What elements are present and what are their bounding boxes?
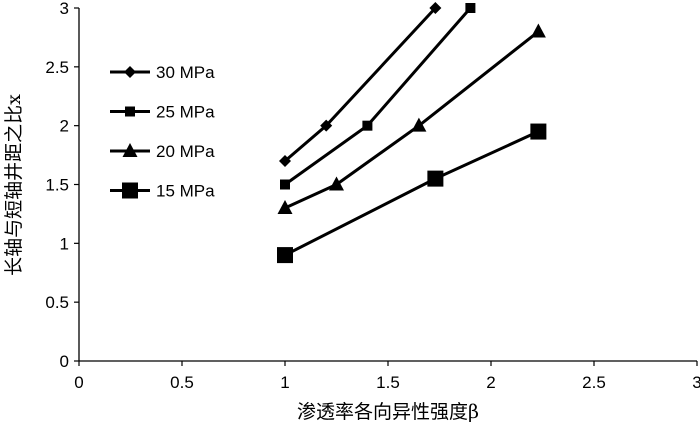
- legend-item: 30 MPa: [110, 63, 215, 82]
- legend: 30 MPa 25 MPa 20 MPa 15 MPa: [110, 63, 215, 201]
- series-line: [284, 6, 437, 163]
- legend-marker: [122, 143, 138, 157]
- y-axis-title: 长轴与短轴井距之比x: [3, 94, 25, 276]
- data-point: [530, 123, 547, 140]
- y-tick-label: 3: [60, 0, 69, 18]
- x-tick-label: 2.5: [582, 373, 606, 392]
- legend-label: 30 MPa: [156, 63, 215, 82]
- data-point: [427, 170, 444, 187]
- legend-marker: [124, 66, 136, 78]
- x-axis-title: 渗透率各向异性强度β: [297, 401, 479, 423]
- y-tick-label: 2: [60, 117, 69, 136]
- y-axis-ticks: 0 0.5 1 1.5 2 2.5 3: [45, 0, 79, 371]
- legend-label: 15 MPa: [156, 182, 215, 201]
- data-point: [277, 200, 293, 215]
- data-point: [411, 117, 427, 132]
- legend-label: 25 MPa: [156, 103, 215, 122]
- legend-item: 15 MPa: [110, 182, 215, 201]
- x-axis-ticks: 0 0.5 1 1.5 2 2.5 3: [74, 361, 700, 392]
- x-tick-label: 3: [692, 373, 700, 392]
- legend-item: 25 MPa: [110, 103, 215, 122]
- series-2: [277, 23, 546, 215]
- legend-marker: [125, 106, 135, 117]
- y-tick-label: 1.5: [45, 176, 69, 195]
- series-0: [279, 2, 442, 167]
- series-line: [284, 130, 540, 257]
- data-point: [465, 3, 476, 13]
- y-tick-label: 2.5: [45, 58, 69, 77]
- data-point: [277, 247, 293, 264]
- data-point: [362, 120, 373, 131]
- x-tick-label: 0.5: [170, 373, 194, 392]
- data-point: [320, 119, 333, 132]
- data-point: [279, 154, 291, 167]
- series-line: [284, 7, 472, 186]
- x-tick-label: 2: [486, 373, 495, 392]
- legend-marker: [122, 182, 138, 199]
- x-tick-label: 1: [280, 373, 289, 392]
- data-point: [280, 179, 290, 190]
- data-point: [329, 176, 344, 191]
- y-tick-label: 0: [60, 352, 69, 371]
- y-tick-label: 0.5: [45, 293, 69, 312]
- data-point: [429, 2, 442, 14]
- series-1: [280, 3, 476, 190]
- series-3: [277, 123, 547, 264]
- x-tick-label: 0: [74, 373, 83, 392]
- series-line: [284, 30, 540, 210]
- legend-item: 20 MPa: [110, 142, 215, 161]
- x-tick-label: 1.5: [376, 373, 400, 392]
- y-tick-label: 1: [60, 234, 69, 253]
- series-layer: [277, 2, 547, 264]
- data-point: [530, 23, 546, 38]
- legend-label: 20 MPa: [156, 142, 215, 161]
